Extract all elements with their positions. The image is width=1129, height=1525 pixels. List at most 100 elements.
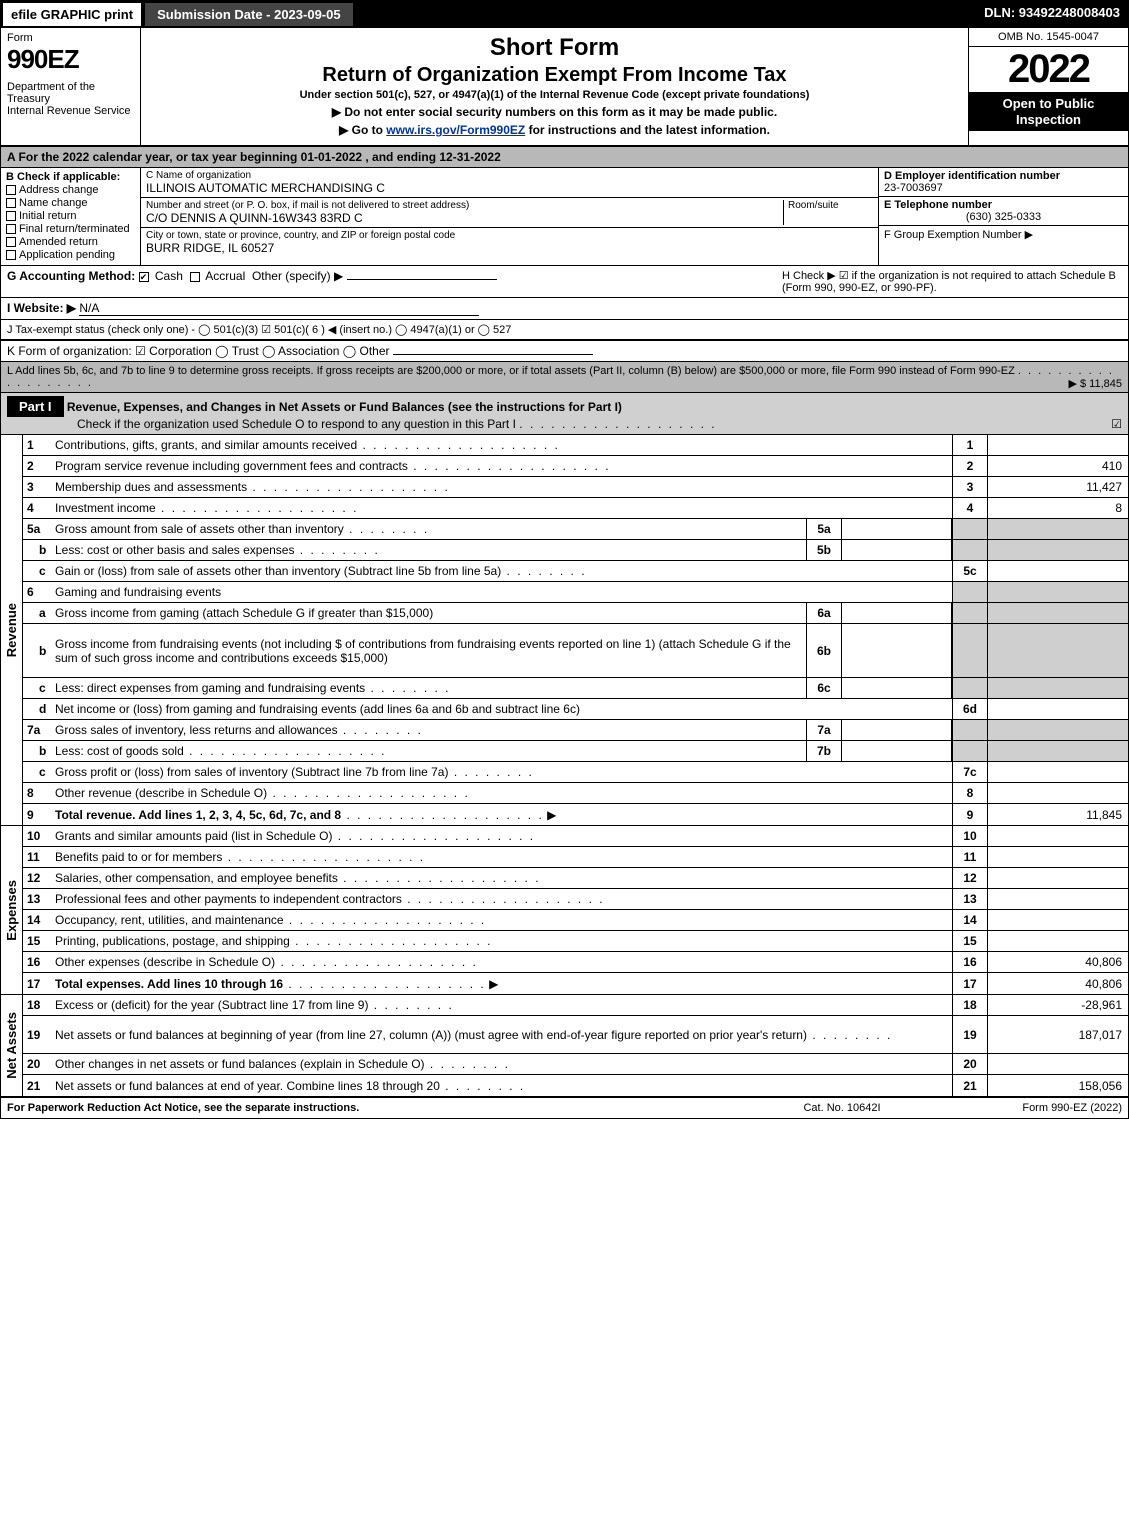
val-9: 11,845 [988, 804, 1128, 825]
side-expenses: Expenses [1, 826, 23, 994]
line-4: 4Investment income48 [23, 498, 1128, 519]
row-l-gross-receipts: L Add lines 5b, 6c, and 7b to line 9 to … [1, 362, 1128, 393]
title-return: Return of Organization Exempt From Incom… [147, 64, 962, 87]
note-ssn: ▶ Do not enter social security numbers o… [147, 105, 962, 119]
title-short-form: Short Form [147, 34, 962, 62]
val-15 [988, 931, 1128, 951]
val-11 [988, 847, 1128, 867]
footer-form-ref: Form 990-EZ (2022) [942, 1102, 1122, 1114]
c-name-label: C Name of organization [146, 170, 873, 181]
chk-cash[interactable] [139, 272, 149, 282]
line-7b: bLess: cost of goods sold7b [23, 741, 1128, 762]
e-phone-label: E Telephone number [884, 199, 1123, 211]
line-6c: cLess: direct expenses from gaming and f… [23, 678, 1128, 699]
line-11: 11Benefits paid to or for members11 [23, 847, 1128, 868]
c-addr-label: Number and street (or P. O. box, if mail… [146, 200, 783, 211]
irs-link[interactable]: www.irs.gov/Form990EZ [386, 123, 525, 137]
chk-address-change[interactable]: Address change [6, 184, 135, 196]
val-21: 158,056 [988, 1075, 1128, 1096]
org-city: BURR RIDGE, IL 60527 [146, 241, 873, 255]
val-1 [988, 435, 1128, 455]
header-right: OMB No. 1545-0047 2022 Open to Public In… [968, 28, 1128, 145]
line-6d: dNet income or (loss) from gaming and fu… [23, 699, 1128, 720]
line-6b: bGross income from fundraising events (n… [23, 624, 1128, 678]
c-city-label: City or town, state or province, country… [146, 230, 873, 241]
line-5a: 5aGross amount from sale of assets other… [23, 519, 1128, 540]
form-word: Form [7, 32, 134, 44]
line-7a: 7aGross sales of inventory, less returns… [23, 720, 1128, 741]
side-revenue: Revenue [1, 435, 23, 825]
part-i-header-row: Part I Revenue, Expenses, and Changes in… [1, 393, 1128, 435]
val-2: 410 [988, 456, 1128, 476]
line-10: 10Grants and similar amounts paid (list … [23, 826, 1128, 847]
line-17: 17Total expenses. Add lines 10 through 1… [23, 973, 1128, 994]
chk-amended-return[interactable]: Amended return [6, 236, 135, 248]
line-16: 16Other expenses (describe in Schedule O… [23, 952, 1128, 973]
val-7c [988, 762, 1128, 782]
omb-number: OMB No. 1545-0047 [969, 28, 1128, 47]
val-13 [988, 889, 1128, 909]
header-center: Short Form Return of Organization Exempt… [141, 28, 968, 145]
val-8 [988, 783, 1128, 803]
form-990ez-page: efile GRAPHIC print Submission Date - 20… [0, 0, 1129, 1119]
val-4: 8 [988, 498, 1128, 518]
line-12: 12Salaries, other compensation, and empl… [23, 868, 1128, 889]
col-c-org-info: C Name of organization ILLINOIS AUTOMATI… [141, 168, 878, 265]
side-netassets: Net Assets [1, 995, 23, 1096]
revenue-section: Revenue 1Contributions, gifts, grants, a… [1, 435, 1128, 826]
line-6: 6Gaming and fundraising events [23, 582, 1128, 603]
line-19: 19Net assets or fund balances at beginni… [23, 1016, 1128, 1054]
f-group-label: F Group Exemption Number ▶ [884, 228, 1123, 241]
row-a-calendar-year: A For the 2022 calendar year, or tax yea… [1, 147, 1128, 168]
line-8: 8Other revenue (describe in Schedule O)8 [23, 783, 1128, 804]
line-6a: aGross income from gaming (attach Schedu… [23, 603, 1128, 624]
line-15: 15Printing, publications, postage, and s… [23, 931, 1128, 952]
val-18: -28,961 [988, 995, 1128, 1015]
val-6d [988, 699, 1128, 719]
val-5c [988, 561, 1128, 581]
footer-catalog: Cat. No. 10642I [742, 1102, 942, 1114]
note-goto: ▶ Go to www.irs.gov/Form990EZ for instru… [147, 123, 962, 137]
val-10 [988, 826, 1128, 846]
line-5b: bLess: cost or other basis and sales exp… [23, 540, 1128, 561]
row-g-h: G Accounting Method: Cash Accrual Other … [1, 266, 1128, 298]
open-public-badge: Open to Public Inspection [969, 92, 1128, 131]
line-21: 21Net assets or fund balances at end of … [23, 1075, 1128, 1096]
d-ein-value: 23-7003697 [884, 182, 1123, 194]
line-13: 13Professional fees and other payments t… [23, 889, 1128, 910]
chk-final-return[interactable]: Final return/terminated [6, 223, 135, 235]
row-k-form-org: K Form of organization: ☑ Corporation ◯ … [1, 340, 1128, 362]
block-b-through-f: B Check if applicable: Address change Na… [1, 168, 1128, 266]
part-i-check-text: Check if the organization used Schedule … [7, 417, 516, 431]
g-accounting: G Accounting Method: Cash Accrual Other … [7, 269, 782, 294]
form-header: Form 990EZ Department of the Treasury In… [1, 28, 1128, 147]
tax-year: 2022 [969, 47, 1128, 92]
dept-label: Department of the Treasury Internal Reve… [7, 81, 134, 117]
submission-date: Submission Date - 2023-09-05 [143, 1, 355, 28]
val-19: 187,017 [988, 1016, 1128, 1053]
line-9: 9Total revenue. Add lines 1, 2, 3, 4, 5c… [23, 804, 1128, 825]
chk-name-change[interactable]: Name change [6, 197, 135, 209]
chk-initial-return[interactable]: Initial return [6, 210, 135, 222]
part-i-title: Revenue, Expenses, and Changes in Net As… [67, 400, 622, 414]
chk-application-pending[interactable]: Application pending [6, 249, 135, 261]
val-16: 40,806 [988, 952, 1128, 972]
line-14: 14Occupancy, rent, utilities, and mainte… [23, 910, 1128, 931]
row-j-tax-exempt: J Tax-exempt status (check only one) - ◯… [1, 320, 1128, 340]
line-7c: cGross profit or (loss) from sales of in… [23, 762, 1128, 783]
d-ein-label: D Employer identification number [884, 170, 1123, 182]
form-number: 990EZ [7, 44, 134, 75]
expenses-section: Expenses 10Grants and similar amounts pa… [1, 826, 1128, 995]
chk-accrual[interactable] [190, 272, 200, 282]
top-bar: efile GRAPHIC print Submission Date - 20… [1, 1, 1128, 28]
line-1: 1Contributions, gifts, grants, and simil… [23, 435, 1128, 456]
col-def: D Employer identification number 23-7003… [878, 168, 1128, 265]
val-3: 11,427 [988, 477, 1128, 497]
line-3: 3Membership dues and assessments311,427 [23, 477, 1128, 498]
part-i-badge: Part I [7, 396, 64, 417]
val-12 [988, 868, 1128, 888]
h-schedule-b: H Check ▶ ☑ if the organization is not r… [782, 269, 1122, 294]
line-2: 2Program service revenue including gover… [23, 456, 1128, 477]
website-value: N/A [79, 301, 479, 316]
line-18: 18Excess or (deficit) for the year (Subt… [23, 995, 1128, 1016]
